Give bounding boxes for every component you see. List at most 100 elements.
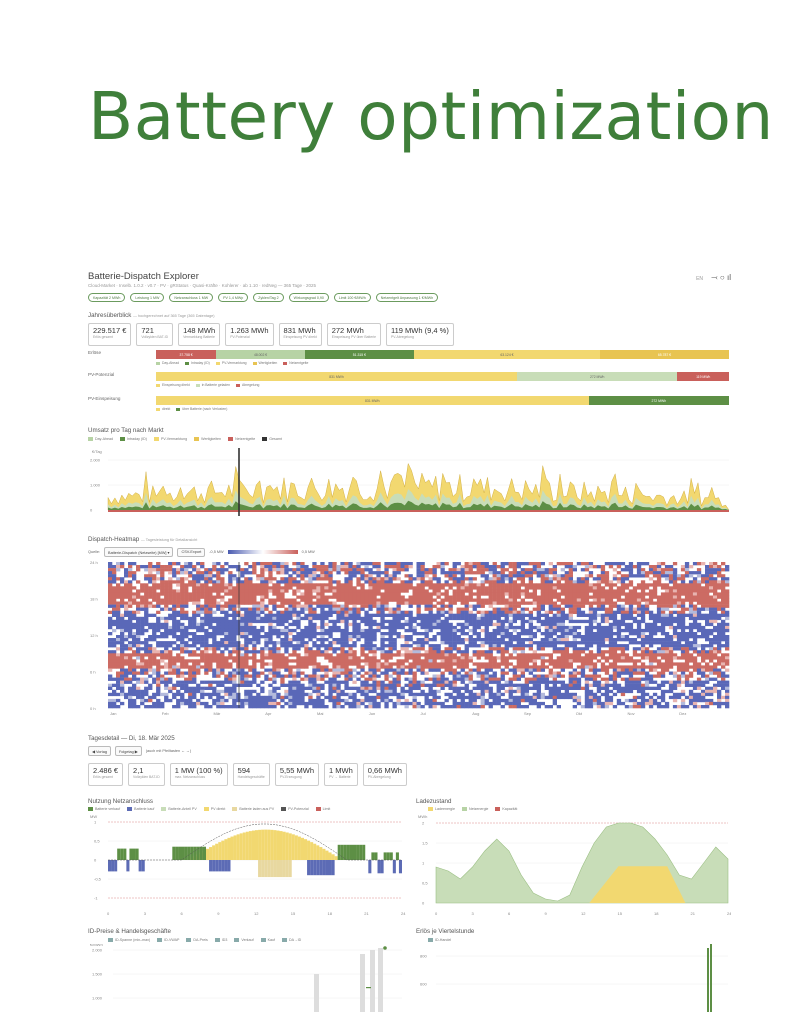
pv-area [107,462,730,511]
bar-segment[interactable]: 51.315 € [304,350,414,359]
heatmap-cell [216,659,221,663]
heatmap-cell [628,607,634,611]
heatmap-cell [192,574,197,578]
csv-export-button[interactable]: CSV-Export [177,547,206,557]
heatmap-cell [168,568,173,572]
heatmap-cell [424,616,429,621]
heatmap-cell [308,677,313,681]
heatmap-cell [580,568,586,572]
heatmap-cell [692,665,698,669]
heatmap-cell [156,680,161,684]
source-select[interactable]: Batterie-Dispatch (Netzseite) [MW] ▾ [104,547,174,557]
param-chip[interactable]: Netzentgelt Anpassung 1 €/MWh [375,293,439,302]
heatmap-cell [628,641,634,645]
heatmap-cell [705,589,710,593]
heatmap-cell [212,641,217,645]
heatmap-cell [276,668,281,672]
heatmap-cell [220,665,225,669]
heatmap-cell [572,592,577,596]
param-chip[interactable]: Leistung 1 MW [130,293,165,302]
heatmap-cell [664,635,670,639]
heatmap-cell [364,562,369,566]
heatmap-cell [124,668,129,672]
heatmap-cell [224,619,229,624]
heatmap-cell [324,622,329,627]
heatmap-cell [196,580,201,584]
heatmap-cell [424,656,429,660]
language-toggle[interactable]: EN [696,276,704,282]
heatmap-cell [692,641,698,645]
heatmap-cell [436,577,441,581]
legend-text: Abregelung [242,383,260,387]
heatmap-cell [152,589,157,593]
heatmap-cell [152,622,157,627]
heatmap-cell [572,601,577,605]
moon-icon[interactable]: ○ [719,273,725,282]
heatmap-cell [192,674,197,678]
heatmap-cell [440,622,445,627]
heatmap-cell [312,656,317,660]
heatmap-cell [116,653,121,657]
heatmap-cell [709,653,714,657]
heatmap-cell [144,604,149,608]
heatmap-cell [444,604,449,608]
heatmap-cell [124,601,129,605]
heatmap-cell [620,613,626,617]
breakdown-legend: direkt über Batterie (nach Verlusten) [156,407,227,411]
heatmap-cell [372,683,377,687]
param-chip[interactable]: Zyklen/Tag 2 [253,293,284,302]
heatmap-cell [220,583,225,587]
heatmap-cell [124,619,129,624]
heatmap-cell [456,650,461,654]
heatmap-cell [392,607,397,611]
heatmap-cell [604,650,610,654]
heatmap-cell [644,656,650,660]
heatmap-cell [324,674,329,678]
heatmap-cell [200,571,205,575]
heatmap-cell [336,662,341,666]
heatmap-cell [701,632,706,636]
heatmap-cell [344,656,349,660]
param-chip[interactable]: PV 1,4 MWp [218,293,249,302]
bar-segment[interactable]: 63.124 € [413,350,601,359]
bar-segment[interactable]: 37.758 € [156,350,217,359]
bar-segment[interactable]: 48.002 € [216,350,305,359]
heatmap-cell [280,592,285,596]
param-chip[interactable]: Netzanschluss 1 MW [169,293,214,302]
param-chip[interactable]: Kapazität 2 MWh [88,293,126,302]
heatmap-cell [660,613,666,617]
signal-icon[interactable]: ıl [727,273,731,282]
bar-segment[interactable]: 119 MWh [677,372,729,381]
heatmap-cell [580,647,586,651]
heatmap-cell [316,650,321,654]
close-icon[interactable]: ⤙ [711,273,718,282]
bar-segment[interactable]: 65.787 € [600,350,729,359]
param-chip[interactable]: Limit 100 €/MWh [333,293,371,302]
heatmap-cell [468,656,473,660]
heatmap-cell [504,613,509,617]
heatmap-cell [680,644,686,648]
heatmap-cell [292,613,297,617]
heatmap-cell [180,680,185,684]
heatmap-cell [604,610,610,614]
heatmap-cell [232,577,237,581]
bar-segment[interactable]: 272 MWh [516,372,678,381]
heatmap-cell [540,659,545,663]
heatmap-cell [172,592,177,596]
heatmap-cell [676,632,682,636]
bar-segment[interactable]: 272 MWh [588,396,729,405]
heatmap-cell [600,641,606,645]
bar-segment[interactable]: 831 MWh [156,396,589,405]
heatmap-cell [436,622,441,627]
heatmap-cell [464,583,469,587]
param-chip[interactable]: Wirkungsgrad 0,90 [288,293,329,302]
heatmap-cell [532,571,537,575]
heatmap-cell [428,601,433,605]
bar-segment[interactable]: 831 MWh [156,372,517,381]
heatmap-cell [536,604,541,608]
heatmap-cell [528,638,533,642]
heatmap-cell [448,680,453,684]
heatmap-cell [664,607,670,611]
